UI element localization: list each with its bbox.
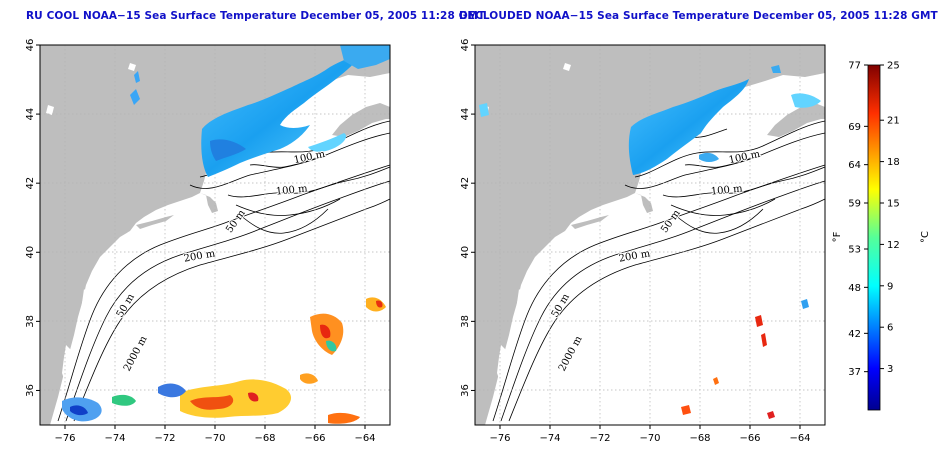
- lon-tick-label: −74: [104, 433, 125, 444]
- lat-tick-label: 38: [25, 315, 36, 328]
- sst-declouded-warm: [681, 299, 809, 419]
- lat-tick-label: 44: [25, 108, 36, 121]
- lat-tick-label: 44: [460, 108, 471, 121]
- lon-tick-label: −64: [354, 433, 375, 444]
- left-panel-title: RU COOL NOAA−15 Sea Surface Temperature …: [26, 10, 486, 22]
- celsius-tick-label: 3: [887, 364, 893, 375]
- lat-tick-label: 42: [460, 177, 471, 190]
- celsius-tick-label: 25: [887, 61, 900, 72]
- lon-tick-label: −68: [254, 433, 275, 444]
- lon-tick-label: −74: [539, 433, 560, 444]
- sst-cool-patch: [130, 45, 390, 177]
- fahrenheit-tick-label: 64: [848, 160, 861, 171]
- celsius-tick-label: 15: [887, 199, 900, 210]
- sst-declouded-cool: [479, 65, 821, 175]
- fahrenheit-tick-label: 42: [848, 329, 861, 340]
- lat-tick-label: 38: [460, 315, 471, 328]
- contour-label: 100 m: [275, 183, 308, 197]
- lon-tick-label: −68: [689, 433, 710, 444]
- colorbar-gradient: [867, 64, 881, 411]
- lat-tick-label: 42: [25, 177, 36, 190]
- fahrenheit-axis-label: °F: [832, 231, 843, 242]
- fahrenheit-tick-label: 48: [848, 283, 861, 294]
- celsius-tick-label: 12: [887, 240, 900, 251]
- lon-tick-label: −66: [304, 433, 325, 444]
- celsius-tick-label: 18: [887, 157, 900, 168]
- sst-warm-patches: [62, 297, 386, 424]
- lat-tick-label: 40: [460, 246, 471, 259]
- lat-tick-label: 36: [25, 384, 36, 397]
- lon-tick-label: −64: [789, 433, 810, 444]
- fahrenheit-tick-label: 59: [848, 199, 861, 210]
- lat-tick-label: 46: [25, 39, 36, 52]
- celsius-tick-label: 21: [887, 116, 900, 127]
- lon-tick-label: −72: [589, 433, 610, 444]
- lat-tick-label: 40: [25, 246, 36, 259]
- lat-tick-label: 36: [460, 384, 471, 397]
- left-map-panel: [39, 44, 391, 426]
- lon-tick-label: −76: [54, 433, 75, 444]
- celsius-axis-label: °C: [920, 231, 931, 243]
- right-map-panel: [474, 44, 826, 426]
- celsius-tick-label: 9: [887, 281, 893, 292]
- contour-label: 100 m: [710, 183, 743, 197]
- fahrenheit-tick-label: 77: [848, 61, 861, 72]
- fahrenheit-tick-label: 37: [848, 367, 861, 378]
- temperature-colorbar: 25 21 18 15 12 9 6 3 77 69 64 59 53 48 42 37 °F °C: [832, 61, 931, 411]
- lon-tick-label: −66: [739, 433, 760, 444]
- celsius-tick-label: 6: [887, 323, 893, 334]
- fahrenheit-tick-label: 69: [848, 122, 861, 133]
- right-panel-title: DECLOUDED NOAA−15 Sea Surface Temperatur…: [459, 10, 938, 22]
- lon-tick-label: −70: [639, 433, 660, 444]
- lon-tick-label: −72: [154, 433, 175, 444]
- lon-tick-label: −70: [204, 433, 225, 444]
- lat-tick-label: 46: [460, 39, 471, 52]
- lon-tick-label: −76: [489, 433, 510, 444]
- fahrenheit-tick-label: 53: [848, 245, 861, 256]
